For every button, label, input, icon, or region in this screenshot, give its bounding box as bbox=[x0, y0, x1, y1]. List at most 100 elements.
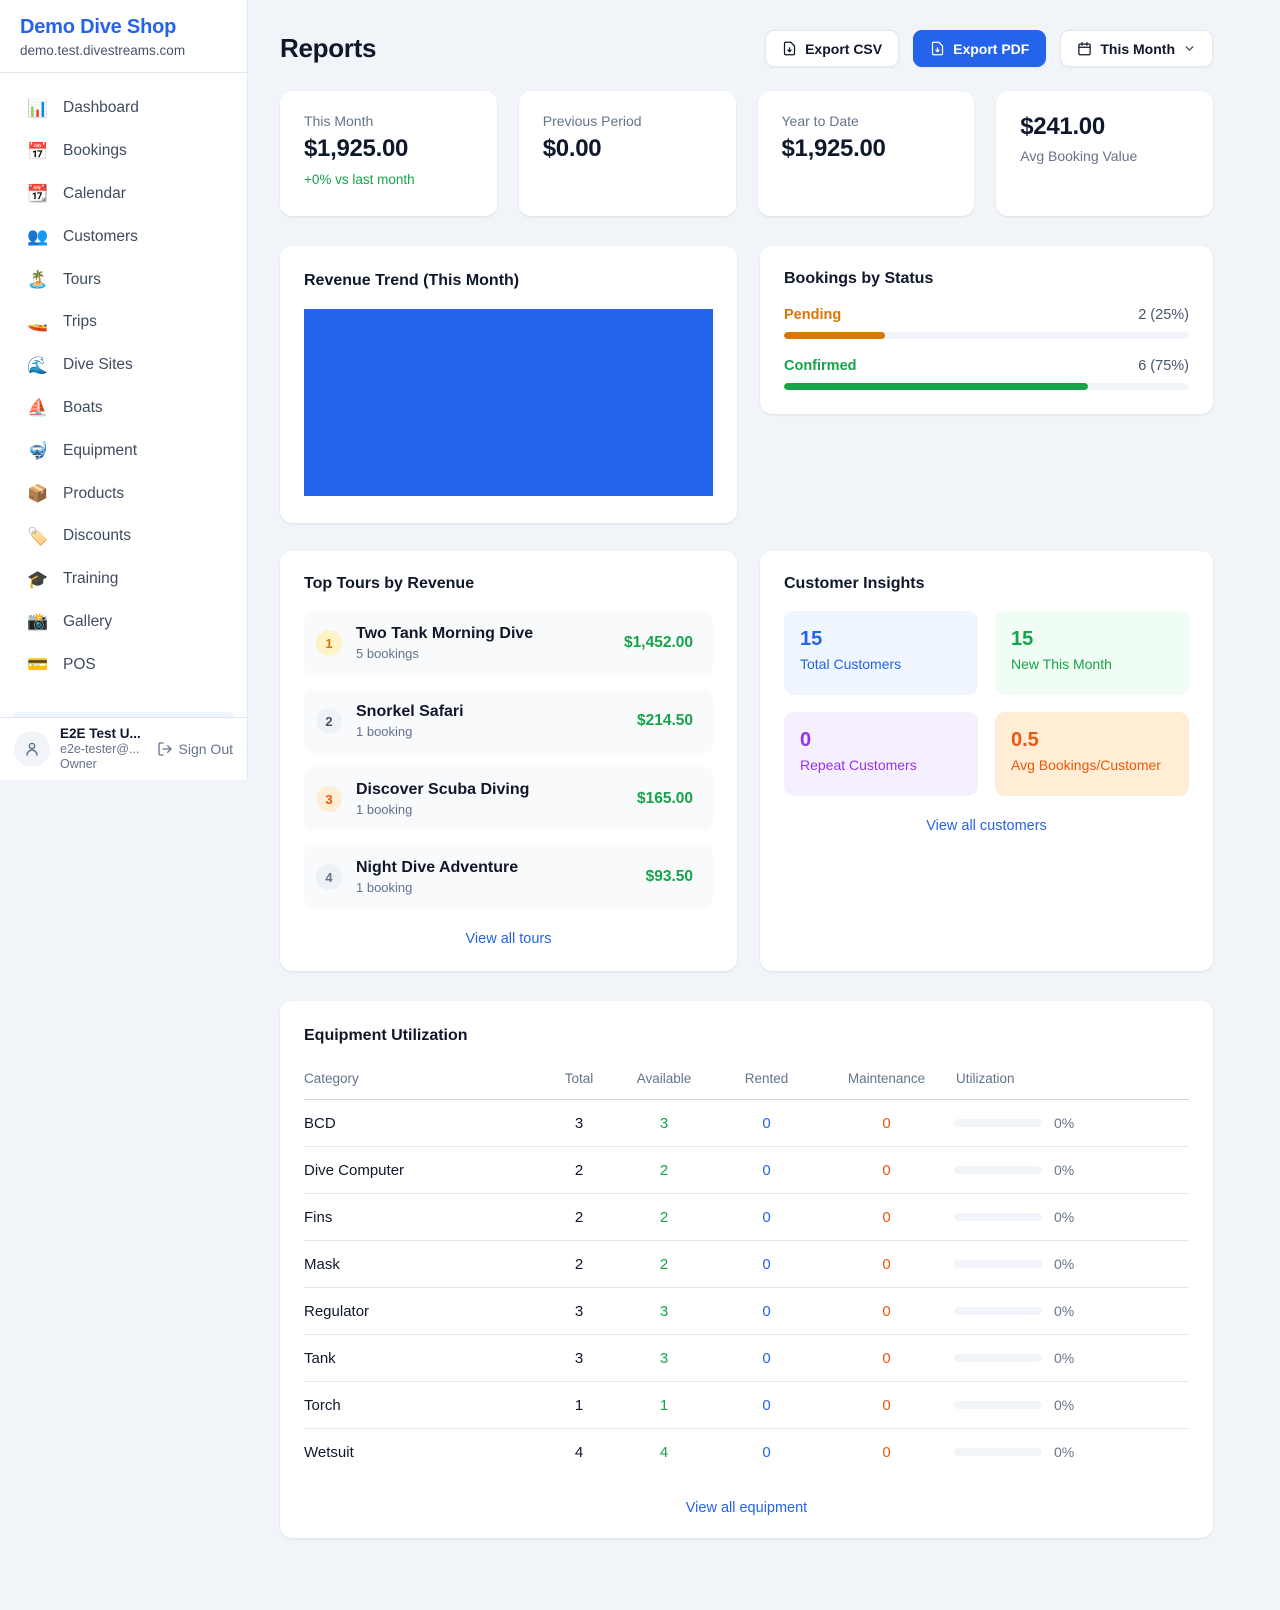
sidebar-item-calendar[interactable]: 📆 Calendar bbox=[0, 173, 247, 216]
rank-badge: 4 bbox=[316, 864, 342, 890]
sidebar-item-label: Products bbox=[63, 484, 125, 502]
status-label: Confirmed bbox=[784, 358, 857, 374]
tile-value: 15 bbox=[1011, 628, 1034, 650]
column-header: Rented bbox=[714, 1063, 819, 1100]
sidebar-item-label: Discounts bbox=[63, 527, 132, 545]
calendar-date-icon: 📅 bbox=[27, 141, 49, 161]
cell-available: 3 bbox=[614, 1287, 714, 1335]
sidebar-item-reports-active-clipped[interactable] bbox=[12, 712, 235, 718]
cell-category: Wetsuit bbox=[304, 1443, 354, 1461]
tour-revenue: $93.50 bbox=[645, 868, 693, 885]
status-row-pending: Pending 2 (25%) bbox=[784, 307, 1189, 339]
table-row: Fins 2 2 0 0 0% bbox=[304, 1193, 1189, 1241]
top-tours-title: Top Tours by Revenue bbox=[304, 575, 475, 592]
cell-total: 3 bbox=[544, 1334, 614, 1382]
tour-revenue: $1,452.00 bbox=[624, 634, 693, 651]
column-header: Utilization bbox=[954, 1063, 1189, 1100]
cell-available: 2 bbox=[614, 1193, 714, 1241]
wave-icon: 🌊 bbox=[27, 355, 49, 375]
stat-label: This Month bbox=[304, 113, 374, 129]
cell-maintenance: 0 bbox=[819, 1193, 954, 1241]
cell-category: Dive Computer bbox=[304, 1146, 544, 1194]
sidebar-item-dashboard[interactable]: 📊 Dashboard bbox=[0, 87, 247, 130]
cell-category: BCD bbox=[304, 1099, 544, 1147]
cell-rented: 0 bbox=[714, 1099, 819, 1147]
utilization-cell: 0% bbox=[954, 1162, 1189, 1178]
stat-card-year-to-date: Year to Date $1,925.00 bbox=[757, 91, 975, 216]
file-download-icon bbox=[931, 41, 944, 56]
sidebar-item-tours[interactable]: 🏝️ Tours bbox=[0, 258, 247, 301]
status-bar-fill bbox=[784, 383, 1088, 390]
sidebar-item-bookings[interactable]: 📅 Bookings bbox=[0, 130, 247, 173]
shop-header: Demo Dive Shop demo.test.divestreams.com bbox=[0, 0, 247, 73]
rank-badge: 1 bbox=[316, 630, 342, 656]
sidebar-item-training[interactable]: 🎓 Training bbox=[0, 558, 247, 601]
file-download-icon bbox=[783, 41, 796, 56]
tile-value: 0.5 bbox=[1011, 729, 1039, 751]
utilization-bar bbox=[954, 1401, 1042, 1409]
cell-available: 1 bbox=[614, 1381, 714, 1429]
utilization-cell: 0% bbox=[954, 1256, 1189, 1272]
sidebar-item-label: Gallery bbox=[63, 612, 113, 630]
export-pdf-button[interactable]: Export PDF bbox=[913, 30, 1047, 67]
sidebar-item-boats[interactable]: ⛵ Boats bbox=[0, 387, 247, 430]
tile-value: 0 bbox=[800, 729, 812, 751]
cell-category: Tank bbox=[304, 1334, 544, 1382]
cell-category: Torch bbox=[304, 1381, 544, 1429]
rank-badge: 2 bbox=[316, 708, 342, 734]
tile-value: 15 bbox=[800, 628, 823, 650]
main-content: Reports Export CSV Export PDF This Month… bbox=[280, 0, 1213, 1538]
sidebar-item-dive-sites[interactable]: 🌊 Dive Sites bbox=[0, 344, 247, 387]
cell-total: 2 bbox=[544, 1146, 614, 1194]
cell-available: 4 bbox=[659, 1443, 669, 1461]
stat-label: Avg Booking Value bbox=[1020, 148, 1138, 164]
utilization-percent: 0% bbox=[1054, 1397, 1075, 1413]
equipment-table: Category Total Available Rented Maintena… bbox=[304, 1063, 1189, 1476]
tour-bookings: 1 booking bbox=[356, 724, 413, 739]
equipment-utilization-title: Equipment Utilization bbox=[304, 1027, 468, 1044]
stat-delta: +0% vs last month bbox=[304, 172, 415, 187]
stat-value: $1,925.00 bbox=[781, 135, 886, 162]
chevron-down-icon bbox=[1185, 46, 1194, 51]
tour-name: Discover Scuba Diving bbox=[356, 781, 530, 798]
view-all-customers-link[interactable]: View all customers bbox=[926, 818, 1047, 834]
cell-rented: 0 bbox=[714, 1146, 819, 1194]
sidebar-item-products[interactable]: 📦 Products bbox=[0, 472, 247, 515]
sign-out-button[interactable]: Sign Out bbox=[157, 741, 233, 757]
view-all-tours-link[interactable]: View all tours bbox=[465, 931, 552, 947]
cell-total: 2 bbox=[544, 1193, 614, 1241]
status-bar-fill bbox=[784, 332, 886, 339]
list-item: 3 Discover Scuba Diving 1 booking $165.00 bbox=[304, 767, 713, 831]
sidebar-item-discounts[interactable]: 🏷️ Discounts bbox=[0, 515, 247, 558]
utilization-bar bbox=[954, 1448, 1042, 1457]
sidebar-item-customers[interactable]: 👥 Customers bbox=[0, 215, 247, 258]
sidebar-item-equipment[interactable]: 🤿 Equipment bbox=[0, 429, 247, 472]
cell-category: Mask bbox=[304, 1240, 544, 1288]
sidebar-item-label: Dashboard bbox=[63, 99, 139, 117]
sidebar-item-trips[interactable]: 🚤 Trips bbox=[0, 301, 247, 344]
stat-card-previous-period: Previous Period $0.00 bbox=[518, 91, 736, 216]
equipment-utilization-card: Equipment Utilization Category Total Ava… bbox=[280, 1001, 1213, 1538]
stat-label: Previous Period bbox=[542, 113, 642, 129]
export-csv-label: Export CSV bbox=[805, 40, 883, 57]
utilization-bar bbox=[954, 1119, 1042, 1127]
sidebar-item-label: Calendar bbox=[63, 184, 126, 202]
cell-rented: 0 bbox=[714, 1287, 819, 1335]
utilization-percent: 0% bbox=[1054, 1162, 1075, 1178]
cell-maintenance: 0 bbox=[819, 1381, 954, 1429]
tour-name: Two Tank Morning Dive bbox=[356, 625, 534, 642]
calendar-icon: 📆 bbox=[27, 184, 49, 204]
tile-new-this-month: 15 New This Month bbox=[995, 611, 1189, 695]
utilization-bar bbox=[954, 1354, 1042, 1362]
cell-total: 3 bbox=[544, 1099, 614, 1147]
cell-rented: 0 bbox=[714, 1334, 819, 1382]
export-csv-button[interactable]: Export CSV bbox=[765, 30, 900, 67]
avatar bbox=[14, 731, 50, 767]
sidebar-item-pos[interactable]: 💳 POS bbox=[0, 643, 247, 686]
customer-insights-title: Customer Insights bbox=[784, 575, 925, 592]
person-icon bbox=[26, 742, 38, 756]
period-select[interactable]: This Month bbox=[1060, 30, 1213, 67]
tag-icon: 🏷️ bbox=[27, 526, 49, 546]
view-all-equipment-link[interactable]: View all equipment bbox=[685, 1499, 808, 1516]
sidebar-item-gallery[interactable]: 📸 Gallery bbox=[0, 601, 247, 644]
